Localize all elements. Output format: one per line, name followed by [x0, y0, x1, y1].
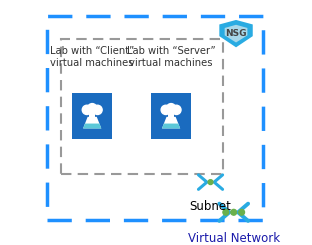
Bar: [72, 93, 112, 139]
Text: Virtual Network: Virtual Network: [188, 232, 280, 245]
Bar: [47, 16, 263, 220]
Circle shape: [93, 105, 102, 114]
Bar: [89, 110, 95, 117]
Polygon shape: [225, 25, 247, 42]
Polygon shape: [162, 117, 180, 128]
Circle shape: [82, 105, 91, 114]
Text: Lab with “Client”
virtual machines: Lab with “Client” virtual machines: [50, 46, 134, 68]
Circle shape: [239, 209, 245, 215]
Bar: [61, 39, 223, 174]
Polygon shape: [83, 117, 101, 128]
Text: Subnet: Subnet: [190, 199, 232, 212]
Circle shape: [88, 104, 97, 113]
Polygon shape: [162, 123, 180, 128]
Polygon shape: [219, 20, 253, 47]
Bar: [168, 110, 174, 117]
Circle shape: [172, 105, 181, 114]
Bar: [151, 93, 191, 139]
Text: NSG: NSG: [225, 29, 247, 38]
Circle shape: [208, 180, 213, 184]
Text: Lab with “Server”
virtual machines: Lab with “Server” virtual machines: [127, 46, 215, 68]
Circle shape: [166, 104, 176, 113]
Circle shape: [231, 209, 236, 215]
Circle shape: [161, 105, 170, 114]
Polygon shape: [83, 123, 101, 128]
Circle shape: [223, 209, 229, 215]
